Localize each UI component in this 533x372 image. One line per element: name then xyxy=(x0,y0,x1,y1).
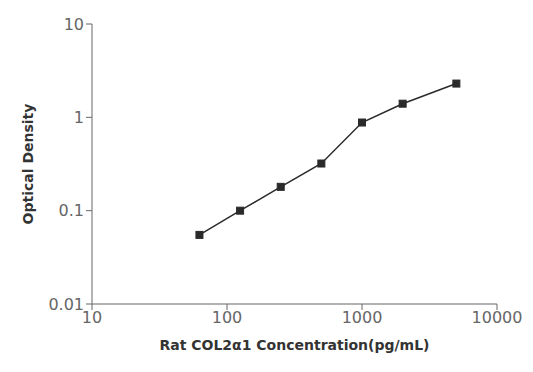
svg-text:0.1: 0.1 xyxy=(59,201,84,220)
svg-text:Optical Density: Optical Density xyxy=(20,104,36,225)
svg-text:10000: 10000 xyxy=(472,308,523,327)
svg-text:Rat COL2α1 Concentration(pg/mL: Rat COL2α1 Concentration(pg/mL) xyxy=(159,337,429,353)
svg-text:10: 10 xyxy=(82,308,102,327)
svg-text:1: 1 xyxy=(74,108,84,127)
svg-text:0.01: 0.01 xyxy=(48,295,84,314)
svg-text:1000: 1000 xyxy=(342,308,383,327)
svg-text:10: 10 xyxy=(64,15,84,34)
svg-text:100: 100 xyxy=(212,308,243,327)
